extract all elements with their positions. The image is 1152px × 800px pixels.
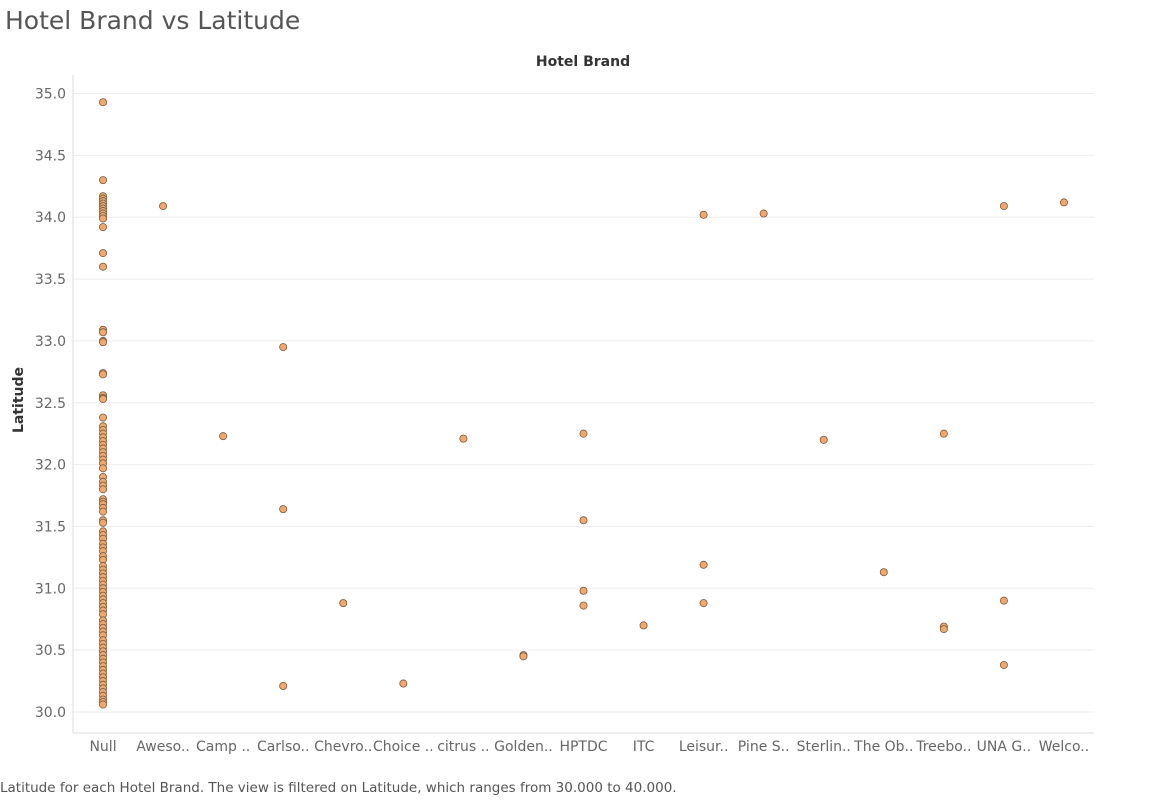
y-axis-title: Latitude [11,367,27,433]
chart-caption: Latitude for each Hotel Brand. The view … [0,780,677,796]
x-tick-label: Sterlin.. [797,739,851,755]
y-tick-label: 31.5 [35,519,66,535]
data-point[interactable] [999,596,1008,605]
x-tick-label: Leisur.. [679,739,729,755]
x-tick-label: Carlso.. [257,739,310,755]
x-tick-label: HPTDC [559,739,607,755]
y-tick-label: 31.0 [35,581,66,597]
x-tick-label: Welco.. [1039,739,1089,755]
data-point[interactable] [999,660,1008,669]
page-title: Hotel Brand vs Latitude [5,6,301,35]
y-tick-label: 32.5 [35,396,66,412]
data-point[interactable] [99,700,108,709]
data-point[interactable] [279,682,288,691]
data-point[interactable] [579,429,588,438]
x-tick-label: ITC [633,739,655,755]
y-tick-label: 34.5 [35,148,66,164]
data-point[interactable] [639,621,648,630]
data-point[interactable] [99,249,108,258]
data-point[interactable] [99,262,108,271]
x-tick-label: Pine S.. [738,739,790,755]
data-point[interactable] [399,679,408,688]
x-axis-title: Hotel Brand [536,54,630,70]
x-tick-label: Choice .. [373,739,434,755]
data-point[interactable] [459,434,468,443]
y-axis-ticks: 30.0 30.5 31.0 31.5 32.0 32.5 33.0 33.5 34.0 34.5… [35,87,66,721]
x-tick-label: Golden.. [494,739,553,755]
x-axis-ticks: Null Aweso.. Camp .. Carlso.. Chevro.. Choice… [89,739,1089,755]
data-point[interactable] [579,586,588,595]
y-tick-label: 35.0 [35,87,66,103]
data-point[interactable] [99,395,108,404]
data-point[interactable] [219,432,228,441]
data-point[interactable] [339,599,348,608]
data-point[interactable] [879,568,888,577]
data-point[interactable] [99,507,108,516]
data-point[interactable] [1059,198,1068,207]
data-point[interactable] [819,435,828,444]
data-point[interactable] [699,210,708,219]
y-tick-label: 32.0 [35,458,66,474]
data-point[interactable] [99,413,108,422]
data-point[interactable] [159,202,168,211]
data-point[interactable] [99,464,108,473]
data-point[interactable] [579,601,588,610]
scatter-chart: 30.0 30.5 31.0 31.5 32.0 32.5 33.0 33.5 34.0 34.5… [11,54,1094,755]
data-point[interactable] [99,223,108,232]
data-point[interactable] [699,560,708,569]
data-point[interactable] [699,599,708,608]
data-point[interactable] [99,176,108,185]
x-tick-label: Camp .. [196,739,250,755]
x-tick-label: Treebo.. [915,739,971,755]
data-point[interactable] [99,328,108,337]
data-point[interactable] [939,429,948,438]
data-point[interactable] [99,518,108,527]
data-point[interactable] [759,209,768,218]
y-tick-label: 33.5 [35,272,66,288]
data-point[interactable] [99,485,108,494]
data-point[interactable] [579,516,588,525]
y-tick-label: 30.5 [35,643,66,659]
x-tick-label: citrus .. [437,739,489,755]
x-tick-label: Null [89,739,116,755]
x-tick-label: Chevro.. [314,739,372,755]
data-points [99,98,1068,709]
data-point[interactable] [99,338,108,347]
data-point[interactable] [279,505,288,514]
data-point[interactable] [939,625,948,634]
data-point[interactable] [279,343,288,352]
y-tick-label: 33.0 [35,334,66,350]
gridlines [72,75,1094,734]
x-tick-label: Aweso.. [136,739,190,755]
data-point[interactable] [999,202,1008,211]
data-point[interactable] [519,652,528,661]
y-tick-label: 34.0 [35,210,66,226]
x-tick-label: The Ob.. [853,739,913,755]
y-tick-label: 30.0 [35,705,66,721]
data-point[interactable] [99,370,108,379]
data-point[interactable] [99,98,108,107]
x-tick-label: UNA G.. [977,739,1032,755]
data-point[interactable] [99,214,108,223]
